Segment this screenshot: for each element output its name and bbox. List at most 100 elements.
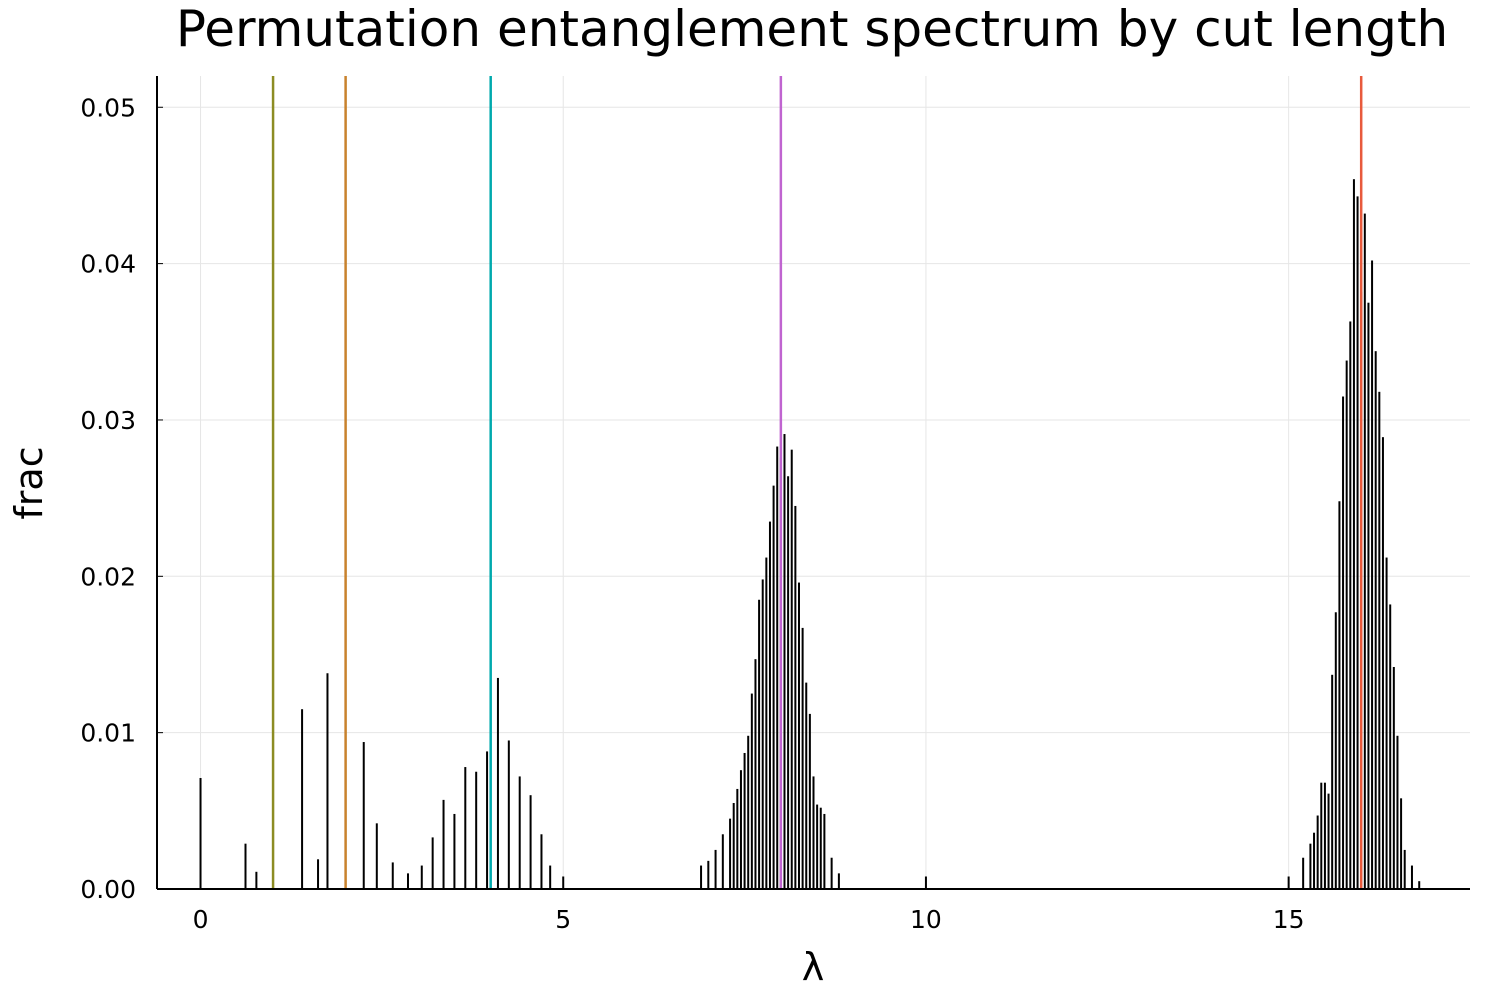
bar-19 (518, 776, 521, 889)
bar-28 (729, 818, 732, 889)
y-tick-label-0: 0.00 (80, 875, 136, 904)
x-tick-label-1: 5 (555, 905, 571, 934)
bar-80 (1381, 437, 1384, 889)
bar-79 (1378, 391, 1381, 889)
bar-44 (787, 476, 790, 889)
bar-31 (739, 770, 742, 889)
bar-58 (1287, 876, 1290, 889)
bar-82 (1389, 604, 1392, 889)
x-tick-label-3: 15 (1273, 905, 1305, 934)
bar-41 (776, 446, 779, 889)
bar-17 (496, 677, 499, 889)
bar-45 (790, 449, 793, 889)
bar-76 (1367, 302, 1370, 890)
y-tick-label-5: 0.05 (80, 93, 136, 122)
bar-84 (1396, 735, 1399, 889)
bar-13 (453, 813, 456, 889)
bar-26 (714, 849, 717, 889)
x-tick-label-0: 0 (193, 905, 209, 934)
bar-49 (805, 682, 808, 889)
bar-3 (301, 709, 304, 889)
bar-24 (700, 865, 703, 889)
bar-48 (801, 627, 804, 889)
bar-10 (420, 865, 423, 889)
bar-11 (431, 837, 434, 889)
bar-47 (797, 582, 800, 889)
bar-81 (1385, 557, 1388, 889)
bar-88 (1418, 881, 1421, 889)
bar-29 (732, 803, 735, 889)
bar-1 (244, 843, 247, 889)
x-tick-label-2: 10 (910, 905, 942, 934)
bar-56 (837, 873, 840, 889)
bar-39 (768, 521, 771, 889)
bar-25 (707, 860, 710, 889)
bar-5 (326, 673, 329, 889)
bar-18 (507, 740, 510, 889)
bar-53 (819, 807, 822, 889)
bar-75 (1363, 213, 1366, 890)
bar-8 (391, 862, 394, 889)
bar-70 (1345, 360, 1348, 889)
bar-66 (1331, 674, 1334, 889)
bar-20 (529, 795, 532, 889)
tick-labels-layer: 0 5 10 15 0.00 0.01 0.02 0.03 0.04 0.05 (80, 93, 1304, 934)
bar-78 (1374, 351, 1377, 890)
reference-lines-layer (271, 76, 1363, 889)
bar-85 (1400, 798, 1403, 889)
bar-72 (1352, 179, 1355, 889)
bar-38 (765, 557, 768, 889)
bar-40 (772, 485, 775, 889)
bar-73 (1356, 196, 1359, 889)
y-tick-label-1: 0.01 (80, 719, 136, 748)
bar-36 (758, 599, 761, 889)
bar-23 (562, 876, 565, 889)
bar-7 (375, 823, 378, 889)
y-tick-label-3: 0.03 (80, 406, 136, 435)
chart-title: Permutation entanglement spectrum by cut… (176, 0, 1448, 58)
bar-22 (549, 865, 552, 889)
bar-55 (830, 857, 833, 889)
bar-32 (743, 752, 746, 889)
bar-52 (816, 804, 819, 889)
y-tick-label-2: 0.02 (80, 562, 136, 591)
bar-9 (406, 873, 409, 889)
bar-2 (255, 871, 258, 889)
bar-64 (1323, 782, 1326, 889)
bar-37 (761, 579, 764, 889)
bar-43 (783, 434, 786, 889)
bar-15 (475, 771, 478, 889)
bar-21 (540, 834, 543, 889)
bar-67 (1334, 612, 1337, 889)
bar-50 (808, 713, 811, 889)
bar-51 (812, 776, 815, 889)
bar-63 (1320, 782, 1323, 889)
bar-57 (924, 876, 927, 889)
bar-33 (747, 735, 750, 889)
bar-34 (750, 693, 753, 889)
y-axis-label: frac (7, 446, 51, 519)
bars-layer (199, 179, 1421, 890)
axes-layer (156, 76, 1470, 890)
y-tick-label-4: 0.04 (80, 250, 136, 279)
bar-46 (794, 505, 797, 889)
bar-62 (1316, 815, 1319, 889)
bar-71 (1349, 321, 1352, 889)
bar-83 (1392, 666, 1395, 889)
bar-4 (317, 859, 320, 889)
bar-61 (1313, 832, 1316, 889)
bar-6 (362, 742, 365, 889)
bar-65 (1327, 793, 1330, 889)
bar-0 (199, 777, 202, 889)
bar-30 (736, 788, 739, 889)
bar-69 (1342, 396, 1345, 889)
bar-12 (442, 799, 445, 889)
bar-35 (754, 659, 757, 889)
bar-27 (721, 834, 724, 889)
bar-86 (1403, 849, 1406, 889)
bar-16 (486, 751, 489, 889)
x-axis-label: λ (802, 945, 825, 989)
bar-87 (1410, 865, 1413, 889)
